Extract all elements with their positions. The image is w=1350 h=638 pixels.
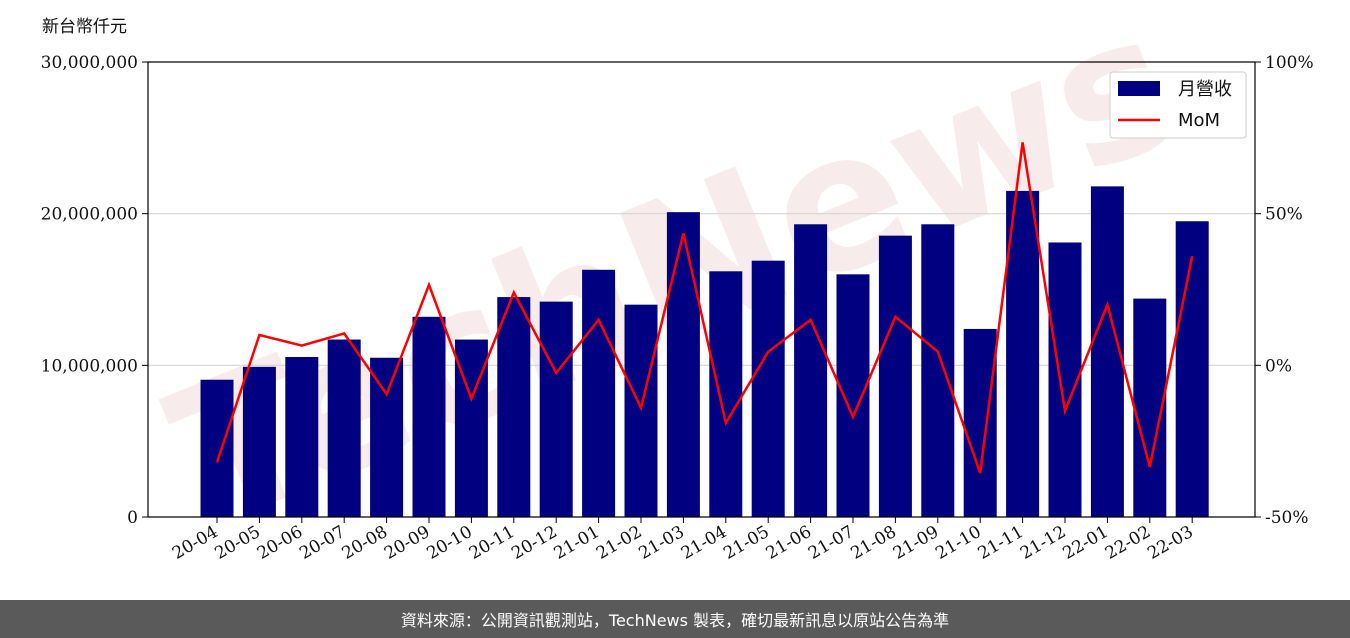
revenue-bar — [751, 260, 785, 517]
revenue-bar — [836, 274, 870, 517]
legend-line-label: MoM — [1178, 110, 1220, 131]
revenue-bar — [1006, 190, 1040, 517]
revenue-bar — [794, 224, 828, 518]
revenue-bar — [285, 356, 319, 517]
x-tick-label: 20-04 — [169, 522, 221, 564]
x-tick-label: 21-01 — [551, 522, 603, 564]
y-right-tick-label: -50% — [1265, 508, 1309, 528]
x-tick-label: 21-09 — [890, 522, 942, 564]
y-left-tick-label: 10,000,000 — [41, 356, 138, 376]
x-tick-label: 22-01 — [1059, 522, 1111, 564]
x-tick-label: 21-10 — [932, 522, 984, 564]
x-tick-label: 20-12 — [508, 522, 560, 564]
x-tick-label: 21-12 — [1017, 522, 1069, 564]
revenue-bar — [1175, 221, 1209, 517]
revenue-bar — [582, 269, 616, 517]
revenue-bar — [963, 328, 997, 517]
mom-line — [215, 142, 1194, 474]
x-tick-label: 20-09 — [381, 522, 433, 564]
legend: 月營收 MoM — [1109, 71, 1247, 139]
x-tick-label: 21-03 — [635, 522, 687, 564]
x-tick-label: 21-06 — [763, 522, 815, 564]
x-tick-label: 21-07 — [805, 522, 857, 564]
x-tick-label: 20-08 — [339, 522, 391, 564]
source-footer: 資料來源：公開資訊觀測站，TechNews 製表，確切最新訊息以原站公告為準 — [0, 600, 1350, 638]
revenue-bar — [666, 212, 700, 517]
revenue-bar — [497, 297, 531, 517]
x-tick-label: 20-11 — [466, 522, 518, 564]
source-footer-text: 資料來源：公開資訊觀測站，TechNews 製表，確切最新訊息以原站公告為準 — [400, 611, 950, 630]
y-right-tick-label: 50% — [1265, 205, 1303, 225]
x-tick-label: 21-04 — [678, 522, 730, 564]
revenue-bar — [200, 379, 234, 517]
x-tick-label: 22-02 — [1102, 522, 1154, 564]
y-left-tick-label: 30,000,000 — [41, 53, 138, 73]
plot-frame — [147, 61, 1256, 518]
revenue-bar — [539, 301, 573, 517]
revenue-bar — [709, 271, 743, 517]
y-left-tick-label: 20,000,000 — [41, 205, 138, 225]
revenue-bar — [1048, 242, 1082, 517]
revenue-bar — [878, 235, 912, 518]
legend-bar-label: 月營收 — [1178, 79, 1232, 100]
x-tick-label: 22-03 — [1144, 522, 1196, 564]
y-unit-label: 新台幣仟元 — [42, 17, 127, 37]
revenue-bar — [242, 366, 276, 517]
revenue-bar — [412, 316, 446, 517]
y-right-tick-label: 0% — [1265, 356, 1292, 376]
x-tick-label: 21-11 — [975, 522, 1027, 564]
revenue-bar — [327, 339, 361, 517]
y-left-tick-label: 0 — [127, 508, 138, 528]
x-tick-label: 21-08 — [847, 522, 899, 564]
revenue-bar — [370, 357, 404, 517]
legend-bar-swatch — [1118, 81, 1160, 96]
x-tick-label: 21-05 — [720, 522, 772, 564]
x-tick-label: 21-02 — [593, 522, 645, 564]
mom-line-series — [215, 142, 1194, 474]
revenue-bar — [921, 224, 955, 518]
revenue-chart: TechNews 010,000,00020,000,00030,000,000… — [41, 0, 1314, 570]
y-right-tick-label: 100% — [1265, 53, 1314, 73]
bar-series — [200, 186, 1209, 518]
revenue-bar — [624, 304, 658, 517]
x-tick-label: 20-10 — [423, 522, 475, 564]
